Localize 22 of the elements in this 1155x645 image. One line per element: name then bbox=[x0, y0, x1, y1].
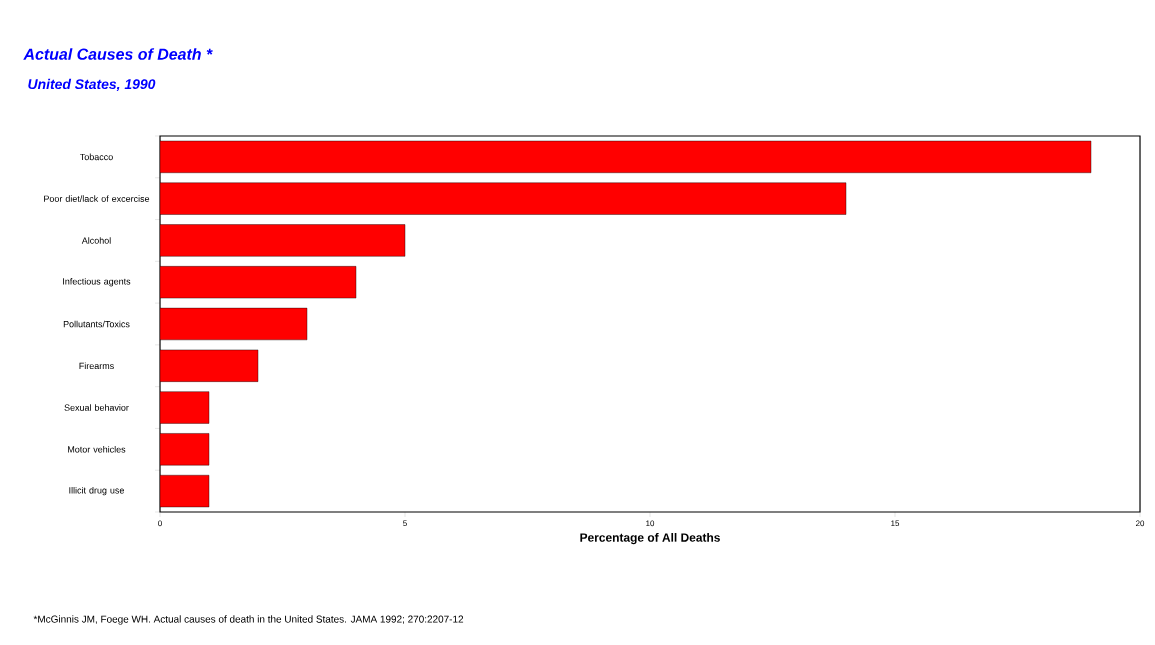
bar bbox=[160, 307, 308, 341]
bar bbox=[160, 266, 357, 299]
y-tick-label: Tobacco bbox=[79, 153, 113, 161]
chart-subtitle: United States, 1990 bbox=[28, 78, 156, 92]
text: *McGinnis JM, Foege WH. Actual causes of death in the United States. JAMA 1992; 270:2207-12 bbox=[33, 615, 464, 625]
y-tick-label: Pollutants/Toxics bbox=[63, 320, 130, 328]
y-tick-label: Motor vehicles bbox=[68, 446, 126, 453]
bar bbox=[160, 182, 847, 215]
x-axis-title: Percentage of All Deaths bbox=[580, 533, 720, 545]
y-tick-label: Illicit drug use bbox=[69, 486, 124, 496]
y-tick-label: Firearms bbox=[79, 362, 114, 370]
y-tick-label: Alcohol bbox=[81, 237, 111, 244]
bar bbox=[160, 140, 1092, 173]
chart-title: Actual Causes of Death * bbox=[23, 48, 213, 60]
bar bbox=[160, 433, 210, 466]
y-tick-label: Infectious agents bbox=[63, 278, 131, 287]
bar bbox=[160, 391, 210, 424]
bar bbox=[160, 475, 210, 508]
bar bbox=[160, 224, 406, 257]
y-tick-label: Sexual behavior bbox=[64, 404, 129, 411]
y-tick-label: Poor diet/lack of excercise bbox=[44, 195, 150, 202]
bar bbox=[160, 349, 259, 382]
